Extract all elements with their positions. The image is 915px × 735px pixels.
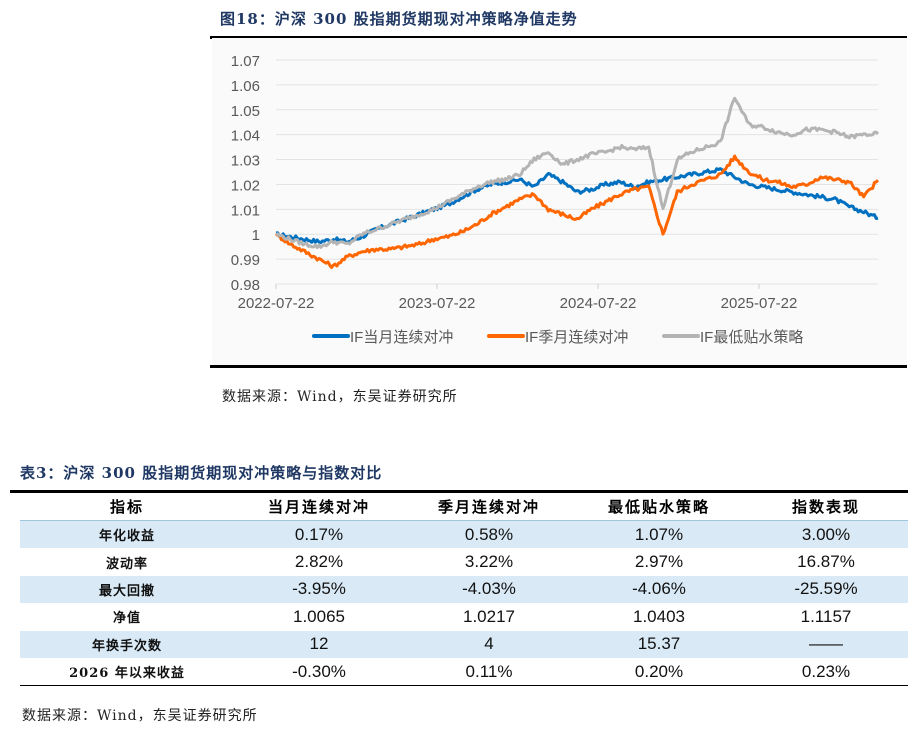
cell: 0.17% xyxy=(234,520,404,549)
header-index: 指数表现 xyxy=(744,493,908,521)
y-tick-label: 1.03 xyxy=(231,153,260,170)
cell: 1.0217 xyxy=(463,606,515,626)
table-source: 数据来源：Wind，东吴证券研究所 xyxy=(22,708,258,724)
cell: 1.0403 xyxy=(633,606,685,626)
legend-label: IF最低贴水策略 xyxy=(700,329,803,346)
cell: -3.95% xyxy=(234,575,404,604)
cell: 1.07% xyxy=(574,520,744,549)
header-monthly-hedge: 当月连续对冲 xyxy=(234,493,404,521)
table-row: 年化收益 0.17% 0.58% 1.07% 3.00% xyxy=(20,520,908,549)
row-label: 净值 xyxy=(112,611,141,627)
cell: 0.23% xyxy=(744,657,908,687)
y-tick-label: 1.02 xyxy=(231,177,260,194)
series-line xyxy=(275,96,880,250)
cell: —— xyxy=(744,630,908,658)
cell: -4.03% xyxy=(404,575,574,604)
table-top-rule xyxy=(10,490,908,493)
table-row: 最大回撤 -3.95% -4.03% -4.06% -25.59% xyxy=(20,575,908,604)
y-tick-label: 1.06 xyxy=(231,78,260,95)
table-row: 波动率 2.82% 3.22% 2.97% 16.87% xyxy=(20,548,908,575)
series-line xyxy=(275,154,880,269)
y-tick-label: 0.98 xyxy=(231,277,260,294)
cell: -0.30% xyxy=(234,657,404,687)
cell: 12 xyxy=(234,630,404,658)
x-tick-label: 2023-07-22 xyxy=(399,295,476,312)
table-row: 年换手次数 12 4 15.37 —— xyxy=(20,630,908,658)
header-min-discount: 最低贴水策略 xyxy=(574,493,744,521)
table-title: 表3：沪深 300 股指期货期现对冲策略与指数对比 xyxy=(20,464,383,482)
cell: 0.58% xyxy=(404,520,574,549)
chart-area: 1.07 1.06 1.05 1.04 1.03 1.02 1.01 1 0.99 0.98 202… xyxy=(212,38,907,365)
y-tick-label: 1.07 xyxy=(231,53,260,70)
x-tick-label: 2022-07-22 xyxy=(238,295,315,312)
cell: 16.87% xyxy=(797,552,855,572)
row-label: 波动率 xyxy=(105,556,148,572)
cell: 1.0065 xyxy=(293,606,345,626)
line-chart: 1.071.061.051.041.031.021.0110.990.98202… xyxy=(231,53,880,346)
row-label: 最大回撤 xyxy=(20,575,234,604)
figure-source: 数据来源：Wind，东吴证券研究所 xyxy=(222,389,458,405)
row-label: 年换手次数 xyxy=(20,630,234,658)
header-metric: 指标 xyxy=(20,493,234,521)
cell: 3.22% xyxy=(464,552,514,572)
y-tick-label: 1 xyxy=(252,227,260,244)
row-label: 年化收益 xyxy=(20,520,234,549)
cell: 1.1157 xyxy=(800,606,852,626)
legend-label: IF当月连续对冲 xyxy=(350,329,453,346)
cell: 3.00% xyxy=(744,520,908,549)
cell: 2.82% xyxy=(294,552,344,572)
table-row: 净值 1.0065 1.0217 1.0403 1.1157 xyxy=(20,603,908,630)
figure-bottom-rule xyxy=(210,365,907,368)
row-label: 2026 年以来收益 xyxy=(20,657,234,687)
figure-title: 图18：沪深 300 股指期货期现对冲策略净值走势 xyxy=(220,10,578,28)
x-tick-label: 2024-07-22 xyxy=(560,295,637,312)
legend-label: IF季月连续对冲 xyxy=(525,329,628,346)
cell: -25.59% xyxy=(744,575,908,604)
comparison-table: 指标 当月连续对冲 季月连续对冲 最低贴水策略 指数表现 年化收益 0.17% … xyxy=(20,493,908,687)
table-header-row: 指标 当月连续对冲 季月连续对冲 最低贴水策略 指数表现 xyxy=(20,493,908,521)
table-row: 2026 年以来收益 -0.30% 0.11% 0.20% 0.23% xyxy=(20,657,908,687)
y-tick-label: 0.99 xyxy=(231,252,260,269)
cell: 0.11% xyxy=(404,657,574,687)
cell: 2.97% xyxy=(634,552,684,572)
y-tick-label: 1.05 xyxy=(231,103,260,120)
cell: 15.37 xyxy=(574,630,744,658)
figure-top-rule xyxy=(210,36,907,39)
cell: 0.20% xyxy=(574,657,744,687)
y-tick-label: 1.04 xyxy=(231,128,260,145)
x-tick-label: 2025-07-22 xyxy=(721,295,798,312)
y-tick-label: 1.01 xyxy=(231,202,260,219)
header-quarterly-hedge: 季月连续对冲 xyxy=(404,493,574,521)
cell: -4.06% xyxy=(574,575,744,604)
cell: 4 xyxy=(404,630,574,658)
